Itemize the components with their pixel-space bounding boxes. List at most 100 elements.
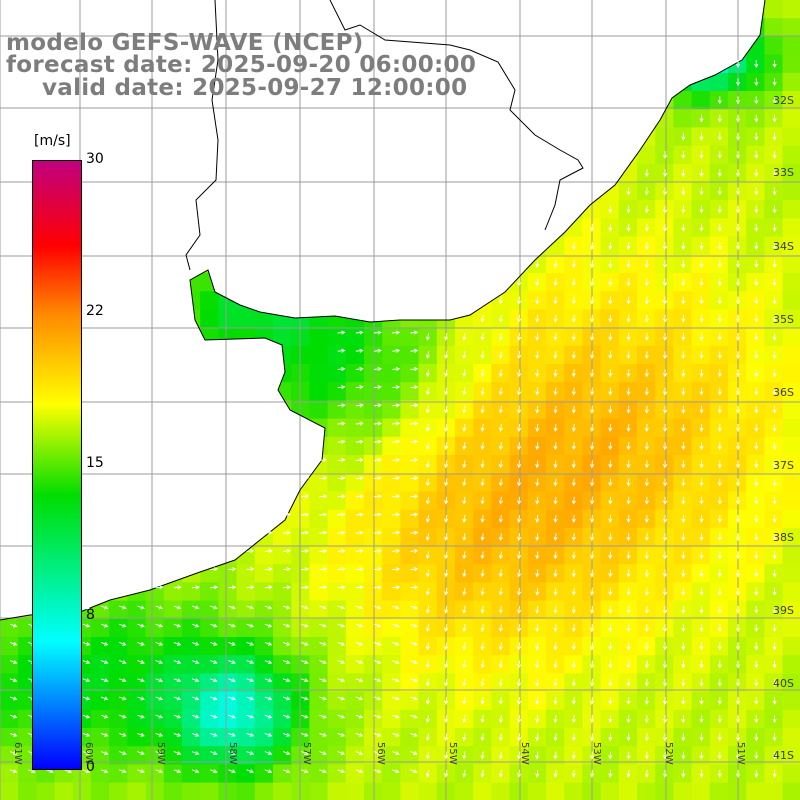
wind-arrow [100, 696, 109, 701]
wind-arrow [754, 351, 759, 360]
wind-arrow [626, 751, 631, 760]
wind-cell [327, 400, 347, 420]
wind-arrow [137, 678, 145, 683]
wind-arrow [608, 551, 613, 560]
wind-arrow [337, 641, 346, 646]
wind-arrow [282, 585, 291, 590]
wind-arrow [571, 332, 576, 341]
wind-arrow [462, 769, 467, 778]
wind-cell [691, 728, 711, 747]
wind-cell [709, 72, 729, 92]
wind-arrow [681, 587, 686, 596]
longitude-label: 60W [83, 742, 94, 765]
wind-cell [127, 746, 147, 765]
wind-cell [182, 600, 201, 620]
wind-arrow [337, 714, 346, 719]
wind-arrow [410, 641, 418, 646]
wind-cell [673, 327, 693, 347]
wind-arrow [191, 696, 200, 701]
wind-cell [782, 18, 800, 37]
wind-cell [709, 364, 729, 383]
wind-arrow [644, 423, 649, 432]
wind-arrow [608, 478, 613, 487]
wind-arrow [517, 296, 522, 305]
wind-arrow [571, 587, 576, 596]
wind-cell [182, 709, 201, 729]
wind-arrow [736, 351, 741, 360]
wind-arrow [119, 696, 127, 701]
wind-arrow [663, 696, 668, 705]
wind-arrow [64, 769, 73, 774]
wind-cell [0, 782, 19, 800]
wind-cell [418, 782, 438, 800]
wind-arrow [626, 332, 631, 341]
wind-arrow [9, 660, 18, 664]
wind-cell [291, 764, 310, 784]
latitude-label: 40S [773, 677, 794, 690]
wind-arrow [754, 769, 759, 778]
wind-cell [691, 273, 711, 292]
wind-cell [400, 600, 420, 620]
wind-cell [345, 600, 365, 620]
wind-arrow [355, 385, 364, 390]
wind-cell [400, 327, 420, 347]
wind-arrow [644, 605, 649, 614]
wind-arrow [589, 751, 595, 760]
wind-cell [746, 746, 765, 765]
wind-arrow [717, 733, 722, 742]
wind-cell [254, 746, 274, 765]
wind-arrow [191, 605, 200, 610]
wind-arrow [264, 732, 273, 737]
wind-cell [400, 728, 420, 747]
wind-arrow [571, 460, 576, 469]
wind-cell [309, 527, 329, 547]
wind-cell [182, 691, 201, 711]
wind-cell [309, 345, 329, 365]
wind-arrow [462, 733, 467, 742]
wind-cell [709, 655, 729, 674]
wind-arrow [373, 714, 382, 719]
wind-arrow [772, 132, 777, 141]
wind-arrow [498, 733, 503, 742]
wind-arrow [626, 660, 631, 669]
wind-arrow [589, 241, 595, 250]
wind-cell [218, 782, 238, 800]
wind-arrow [319, 605, 327, 610]
wind-cell [709, 291, 729, 310]
wind-arrow [772, 260, 777, 269]
wind-arrow [754, 314, 759, 323]
latitude-label: 36S [773, 386, 794, 399]
wind-arrow [82, 732, 91, 737]
wind-cell [709, 546, 729, 565]
wind-arrow [119, 641, 127, 646]
wind-arrow [608, 369, 613, 378]
wind-cell [746, 582, 765, 602]
wind-cell [673, 236, 693, 256]
wind-cell [345, 673, 365, 693]
wind-arrow [210, 769, 218, 774]
wind-cell [218, 728, 238, 747]
wind-cell [364, 436, 383, 456]
wind-arrow [392, 494, 401, 499]
wind-cell [728, 109, 747, 128]
wind-cell [382, 600, 401, 620]
wind-cell [400, 618, 420, 638]
wind-arrow [644, 478, 649, 487]
wind-arrow [571, 769, 576, 778]
wind-arrow [772, 187, 777, 196]
wind-arrow [498, 533, 503, 542]
wind-cell [746, 491, 765, 511]
wind-arrow [608, 642, 613, 651]
wind-cell [764, 36, 784, 56]
wind-arrow [480, 624, 485, 633]
wind-cell [691, 418, 711, 438]
wind-cell [145, 709, 165, 729]
wind-cell [691, 345, 711, 365]
wind-arrow [373, 403, 382, 408]
wind-cell [200, 291, 219, 310]
wind-cell [382, 491, 401, 511]
wind-arrow [736, 569, 741, 578]
wind-arrow [663, 496, 668, 505]
wind-arrow [553, 696, 558, 705]
wind-arrow [717, 278, 722, 287]
